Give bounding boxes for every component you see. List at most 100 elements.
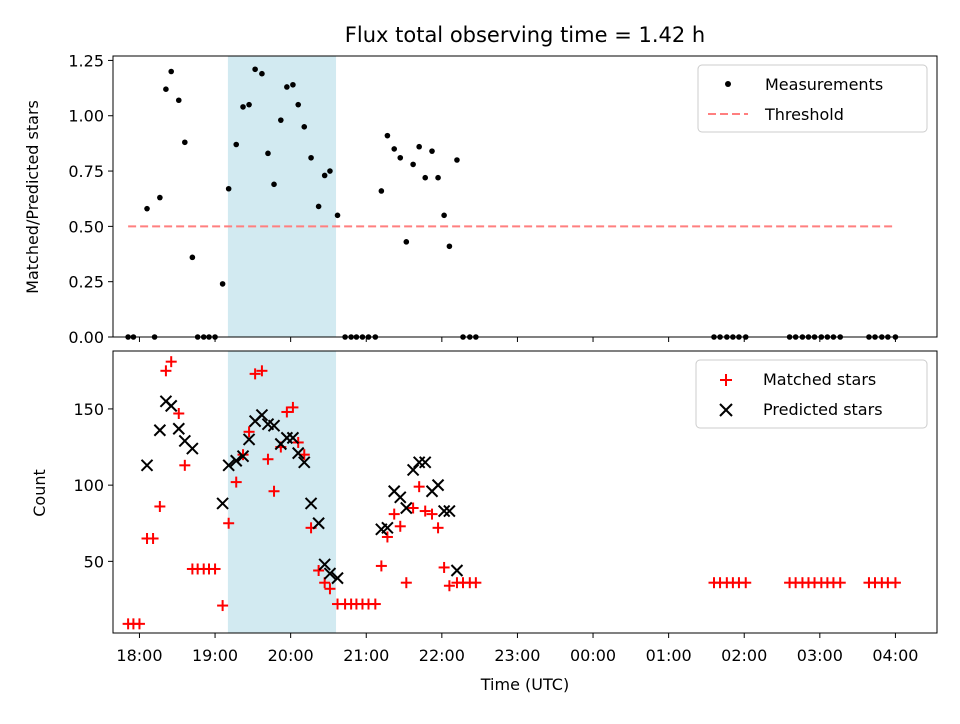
- measurement-point: [384, 132, 391, 139]
- predicted-star-mark: [331, 571, 344, 585]
- predicted-star-mark: [381, 521, 394, 535]
- x-axis-label: Time (UTC): [480, 675, 569, 694]
- matched-star-point: [179, 459, 191, 471]
- predicted-star-point: [172, 422, 185, 435]
- x-tick-label: 20:00: [268, 646, 314, 665]
- predicted-star-point: [292, 446, 305, 460]
- legend-measurements-marker: [725, 81, 731, 87]
- measurement-point: [240, 104, 246, 110]
- matched-star-point: [147, 532, 159, 544]
- matched-star-point: [230, 476, 242, 488]
- predicted-star-mark: [172, 422, 185, 435]
- predicted-star-mark: [286, 431, 300, 445]
- matched-star-point: [369, 598, 381, 610]
- matched-star-point: [413, 481, 425, 493]
- matched-star-point: [209, 563, 221, 575]
- legend-predicted-marker: [719, 403, 733, 417]
- predicted-star-mark: [318, 558, 331, 571]
- predicted-star-mark: [388, 485, 401, 498]
- matched-star-point: [381, 531, 393, 543]
- predicted-star-point: [255, 408, 269, 422]
- measurement-point: [189, 254, 196, 261]
- matched-star-point: [268, 485, 280, 497]
- measurement-point: [327, 168, 333, 174]
- x-tick-label: 18:00: [116, 646, 162, 665]
- measurement-point: [225, 185, 232, 192]
- measurement-point: [284, 84, 290, 90]
- top-panel: 0.00 0.25 0.50 0.75 1.00 1.25 Flux total obse…: [23, 23, 938, 347]
- predicted-star-point: [323, 567, 337, 580]
- matched-star-point: [281, 406, 293, 418]
- predicted-star-point: [437, 504, 451, 518]
- predicted-star-point: [443, 504, 456, 518]
- predicted-star-mark: [292, 446, 305, 460]
- measurement-point: [429, 148, 435, 154]
- predicted-star-point: [431, 478, 445, 492]
- predicted-star-mark: [394, 491, 407, 504]
- predicted-star-mark: [400, 501, 413, 515]
- predicted-star-point: [236, 449, 250, 463]
- top-y-tick-label: 0.00: [68, 328, 104, 347]
- top-y-tick-label: 0.50: [68, 217, 104, 236]
- predicted-star-points: [140, 395, 464, 585]
- matched-star-point: [419, 505, 431, 517]
- legend-predicted-label: Predicted stars: [763, 400, 883, 419]
- measurement-point: [163, 86, 169, 92]
- matched-star-point: [133, 618, 145, 630]
- measurement-point: [278, 117, 284, 123]
- predicted-star-mark: [153, 424, 167, 437]
- matched-star-point: [324, 583, 336, 595]
- x-tick-label: 01:00: [646, 646, 692, 665]
- legend-threshold-label: Threshold: [764, 105, 844, 124]
- bottom-y-tick-label: 150: [73, 400, 104, 419]
- predicted-star-point: [406, 463, 420, 477]
- legend-matched-label: Matched stars: [763, 370, 876, 389]
- measurement-point: [290, 81, 296, 88]
- bottom-y-tick-label: 100: [73, 476, 104, 495]
- top-legend: Measurements Threshold: [697, 64, 928, 133]
- measurement-point: [265, 150, 271, 157]
- top-y-tick-label: 0.75: [68, 162, 104, 181]
- chart-title: Flux total observing time = 1.42 h: [345, 23, 705, 47]
- predicted-star-point: [331, 571, 344, 585]
- matched-star-point: [262, 453, 274, 465]
- matched-star-point: [223, 517, 235, 529]
- predicted-star-point: [216, 497, 229, 510]
- measurement-point: [446, 243, 453, 250]
- measurement-point: [219, 281, 226, 287]
- matched-star-point: [243, 426, 255, 438]
- matched-star-point: [388, 508, 400, 520]
- predicted-star-point: [318, 558, 331, 571]
- measurement-point: [403, 239, 410, 245]
- x-tick-label: 00:00: [570, 646, 616, 665]
- x-tick-label: 02:00: [721, 646, 767, 665]
- predicted-star-point: [298, 456, 311, 469]
- bottom-legend-box: [695, 359, 928, 429]
- measurement-point: [259, 70, 265, 77]
- predicted-star-point: [381, 521, 394, 535]
- predicted-star-mark: [255, 408, 269, 422]
- matched-star-point: [249, 368, 261, 380]
- legend-measurements-label: Measurements: [765, 75, 883, 94]
- predicted-star-point: [230, 454, 243, 467]
- top-axes-frame: [112, 55, 938, 338]
- measurement-point: [157, 194, 163, 201]
- bottom-shaded-span: [227, 351, 337, 633]
- measurement-point: [315, 203, 322, 210]
- predicted-star-point: [286, 431, 300, 445]
- x-tick-label: 23:00: [494, 646, 540, 665]
- predicted-star-point: [400, 501, 413, 515]
- bottom-legend: Matched stars Predicted stars: [695, 359, 928, 429]
- predicted-star-point: [304, 497, 318, 510]
- matched-star-point: [394, 520, 406, 532]
- predicted-star-mark: [267, 419, 281, 432]
- matched-star-point: [432, 522, 444, 534]
- top-legend-box: [697, 64, 928, 133]
- measurement-point: [144, 205, 150, 212]
- measurement-point: [397, 154, 404, 161]
- bottom-y-axis-label: Count: [30, 469, 49, 517]
- predicted-star-mark: [230, 454, 243, 467]
- matched-star-point: [165, 356, 177, 368]
